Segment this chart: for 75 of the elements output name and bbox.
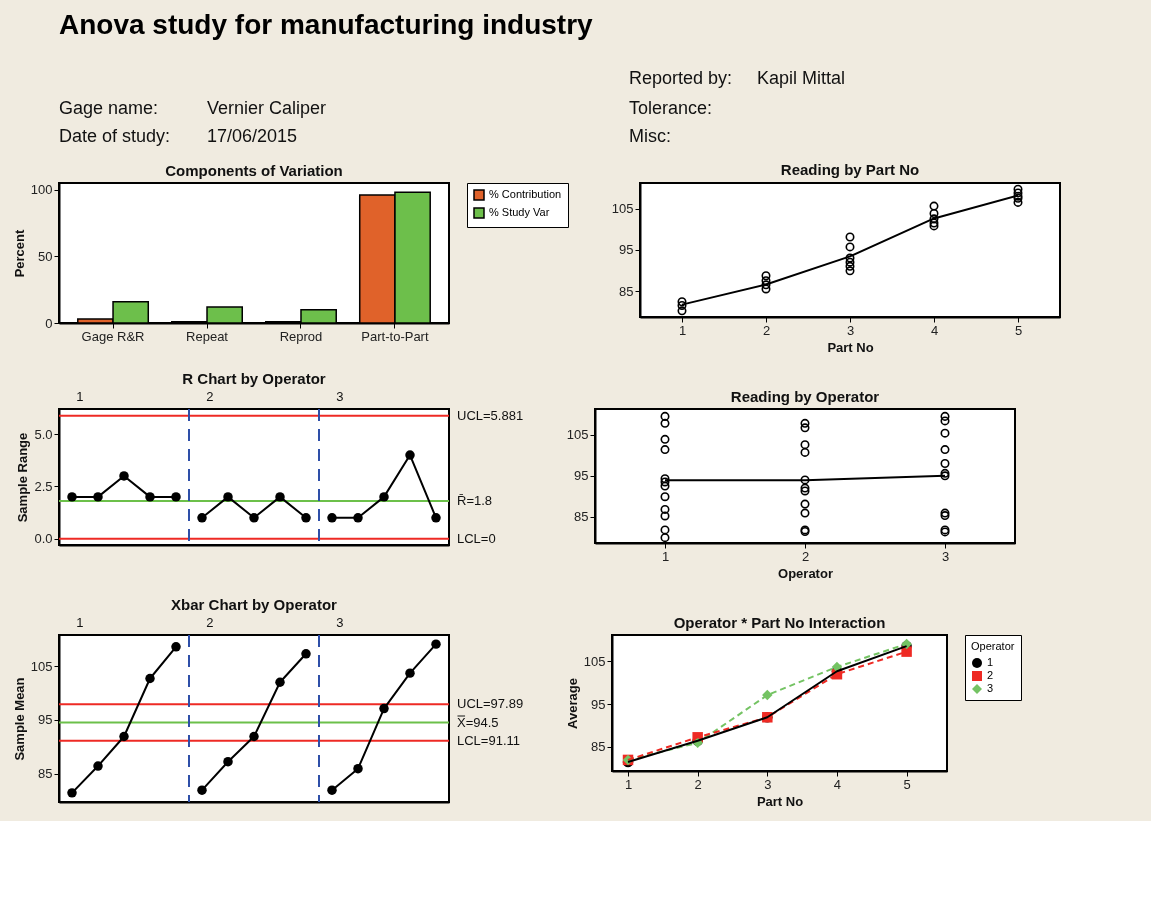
y-tick-label: 100: [30, 182, 53, 198]
chart-title: Reading by Part No: [780, 161, 920, 179]
legend-label: 1: [987, 656, 994, 668]
chart-title: Operator * Part No Interaction: [673, 613, 886, 631]
legend-label: 3: [987, 682, 994, 694]
y-tick-label: 105: [566, 427, 589, 443]
y-tick-label: 85: [591, 739, 606, 755]
chart-title: Components of Variation: [165, 161, 343, 179]
text: 1: [76, 615, 84, 630]
text: Date of study:: [59, 126, 171, 146]
text: Anova study for manufacturing industry: [59, 9, 594, 40]
y-tick-label: 85: [574, 509, 589, 525]
x-tick-label: 3: [764, 776, 772, 792]
x-tick-label: Gage R&R: [81, 328, 145, 344]
y-tick-label: 50: [38, 248, 53, 264]
text: 2: [206, 615, 214, 630]
y-tick-label: 95: [38, 712, 53, 728]
y-tick-label: 105: [583, 653, 606, 669]
chart-title: Xbar Chart by Operator: [171, 596, 338, 613]
chart-title: R Chart by Operator: [182, 370, 326, 387]
x-tick-label: Part-to-Part: [361, 328, 429, 344]
x-tick-label: 1: [624, 776, 633, 792]
y-tick-label: 105: [611, 201, 634, 217]
y-tick-label: 95: [574, 468, 589, 484]
x-tick-label: 1: [661, 548, 670, 564]
text: Vernier Caliper: [207, 98, 327, 118]
y-axis-title: Sample Mean: [11, 677, 27, 761]
ref-line-label: LCL=91.11: [457, 732, 521, 748]
text: 3: [336, 389, 344, 404]
ref-line-label: X̿=94.5: [457, 714, 499, 730]
legend-label: % Study Var: [489, 206, 550, 218]
y-axis-title: Average: [564, 678, 580, 729]
x-tick-label: 3: [846, 322, 855, 338]
y-tick-label: 0.0: [34, 531, 53, 547]
x-tick-label: Repeat: [186, 328, 229, 344]
y-tick-label: 95: [591, 696, 606, 712]
text: 2: [206, 389, 214, 404]
y-axis-title: Percent: [11, 228, 27, 278]
legend-label: % Contribution: [489, 188, 562, 200]
x-tick-label: 4: [930, 322, 939, 338]
text: 3: [336, 615, 344, 630]
y-tick-label: 95: [619, 242, 634, 258]
legend-label: 2: [987, 669, 994, 681]
ref-line-label: LCL=0: [457, 530, 496, 546]
x-axis-title: Part No: [756, 793, 804, 809]
y-axis-title: Sample Range: [15, 432, 31, 523]
legend-title: Operator: [971, 640, 1015, 652]
chart-title: Reading by Operator: [730, 388, 880, 405]
text: 1: [76, 389, 84, 404]
text: 17/06/2015: [207, 126, 298, 146]
x-tick-label: 2: [694, 776, 702, 792]
y-tick-label: 2.5: [34, 478, 53, 494]
y-tick-label: 5.0: [34, 426, 53, 442]
x-tick-label: 2: [801, 548, 810, 564]
ref-line-label: R̄=1.8: [457, 493, 493, 509]
text: Kapil Mittal: [757, 68, 846, 88]
x-tick-label: 5: [903, 776, 911, 792]
y-tick-label: 0: [45, 315, 53, 331]
x-tick-label: 3: [941, 548, 950, 564]
x-axis-title: Part No: [827, 339, 874, 355]
text: Gage name:: [59, 98, 159, 118]
y-tick-label: 85: [38, 766, 53, 782]
x-tick-label: 4: [833, 776, 842, 792]
x-tick-label: 5: [1014, 322, 1023, 338]
ref-line-label: UCL=97.89: [457, 696, 524, 712]
text: Misc:: [629, 126, 671, 146]
x-tick-label: Reprod: [279, 328, 323, 344]
ref-line-label: UCL=5.881: [457, 407, 524, 423]
y-tick-label: 85: [619, 283, 634, 299]
text: Tolerance:: [629, 98, 713, 118]
x-axis-title: Operator: [778, 565, 833, 581]
text: Reported by:: [629, 68, 733, 88]
x-tick-label: 2: [762, 322, 771, 338]
x-tick-label: 1: [678, 322, 687, 338]
y-tick-label: 105: [30, 658, 53, 674]
